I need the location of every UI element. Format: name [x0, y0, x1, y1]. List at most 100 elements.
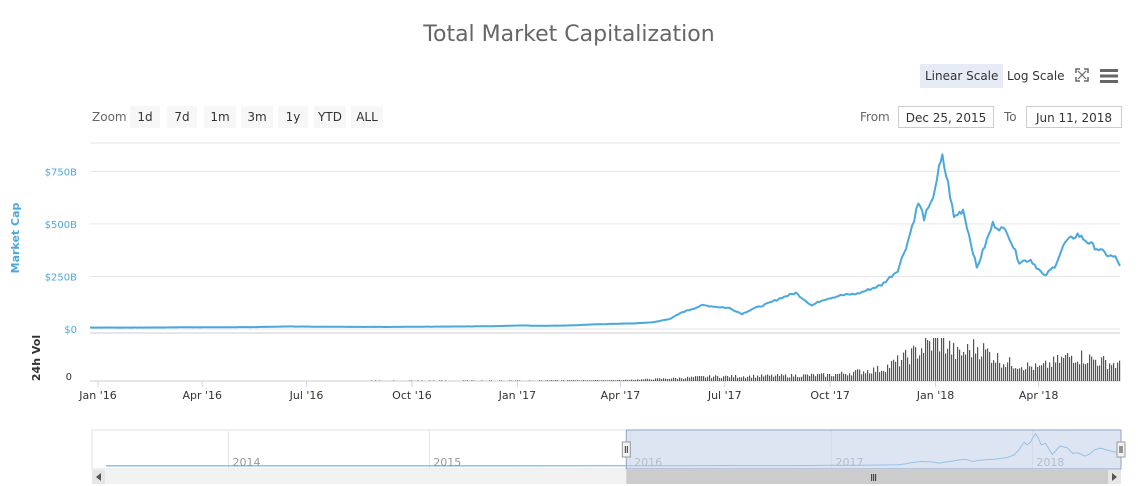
volume-bar: [1103, 355, 1105, 381]
volume-bar: [997, 353, 999, 381]
volume-bar: [879, 372, 881, 381]
volume-bar: [919, 355, 921, 381]
volume-bar: [885, 372, 887, 381]
volume-bar: [593, 380, 595, 381]
volume-bar: [1101, 357, 1103, 381]
volume-bar: [1041, 365, 1043, 381]
volume-bar: [707, 376, 709, 381]
navigator-left-handle: [621, 441, 631, 458]
zoom-1d-button[interactable]: 1d: [130, 106, 160, 128]
volume-bar: [1035, 363, 1037, 381]
volume-bar: [1005, 367, 1007, 381]
volume-bar: [947, 348, 949, 381]
volume-bar: [661, 378, 663, 381]
navigator-selection: [625, 429, 1122, 470]
volume-bar: [985, 349, 987, 381]
volume-bar: [889, 367, 891, 381]
volume-bar: [1081, 350, 1083, 381]
volume-bar: [803, 374, 805, 381]
zoom-ytd-button[interactable]: YTD: [314, 106, 346, 128]
zoom-all-button[interactable]: ALL: [351, 106, 383, 128]
volume-bar: [769, 375, 771, 381]
volume-bar: [599, 380, 601, 381]
volume-bar: [727, 376, 729, 381]
volume-bar: [633, 380, 635, 381]
volume-bar: [635, 379, 637, 381]
volume-bar: [929, 341, 931, 381]
volume-bar: [799, 377, 801, 381]
arrow-left-icon: [96, 473, 101, 481]
zoom-1y-button[interactable]: 1y: [278, 106, 308, 128]
volume-bar: [567, 380, 569, 381]
volume-bar: [1093, 359, 1095, 381]
zoom-1m-button[interactable]: 1m: [204, 106, 236, 128]
volume-bar: [921, 348, 923, 381]
volume-bar: [965, 354, 967, 381]
volume-bar: [767, 374, 769, 381]
volume-bar: [959, 349, 961, 381]
y-tick-label: $250B: [45, 272, 77, 283]
volume-bar: [1113, 363, 1115, 381]
volume-bar: [1025, 369, 1027, 381]
x-tick-label: Jan '18: [916, 389, 954, 402]
hamburger-menu-icon[interactable]: [1100, 68, 1118, 83]
from-date-input[interactable]: Dec 25, 2015: [898, 106, 994, 128]
log-scale-button[interactable]: Log Scale: [1007, 69, 1065, 83]
navigator-year-label: 2015: [433, 456, 461, 469]
linear-scale-button[interactable]: Linear Scale: [920, 64, 1004, 88]
volume-bar: [1089, 354, 1091, 381]
volume-bar: [551, 380, 553, 381]
volume-bar: [509, 380, 511, 381]
volume-bar: [931, 350, 933, 381]
volume-bar: [711, 378, 713, 381]
volume-bar: [955, 359, 957, 381]
volume-bar: [581, 380, 583, 381]
volume-bar: [759, 377, 761, 381]
volume-bar: [677, 378, 679, 381]
volume-bar: [843, 373, 845, 381]
volume-bar: [607, 380, 609, 381]
volume-bar: [601, 380, 603, 381]
volume-bar: [741, 377, 743, 381]
volume-bar: [465, 380, 467, 381]
volume-bar: [545, 380, 547, 381]
volume-bar: [695, 376, 697, 381]
volume-bar: [511, 380, 513, 381]
volume-bar: [417, 380, 419, 381]
zoom-7d-button[interactable]: 7d: [167, 106, 197, 128]
volume-bar: [797, 377, 799, 381]
volume-bar: [991, 362, 993, 381]
volume-bar: [1107, 369, 1109, 381]
volume-y-tick-label: 0: [66, 372, 72, 383]
volume-bar: [739, 377, 741, 381]
volume-bar: [789, 377, 791, 381]
volume-bar: [983, 343, 985, 381]
arrow-right-icon: [1112, 473, 1117, 481]
volume-bar: [949, 340, 951, 381]
volume-bar: [541, 380, 543, 381]
volume-bar: [775, 375, 777, 381]
to-label: To: [1004, 110, 1017, 124]
volume-bar: [807, 374, 809, 381]
volume-bar: [835, 374, 837, 381]
volume-bar: [849, 373, 851, 381]
volume-bar: [673, 377, 675, 381]
from-label: From: [860, 110, 890, 124]
volume-bar: [371, 380, 373, 381]
volume-bar: [765, 375, 767, 381]
volume-bar: [611, 380, 613, 381]
volume-bar: [713, 376, 715, 381]
volume-bar: [1001, 367, 1003, 381]
zoom-3m-button[interactable]: 3m: [241, 106, 273, 128]
volume-bar: [813, 374, 815, 381]
volume-bar: [473, 380, 475, 381]
volume-bar: [721, 378, 723, 381]
volume-bar: [845, 373, 847, 381]
volume-bar: [871, 373, 873, 381]
fullscreen-icon[interactable]: [1074, 67, 1090, 83]
to-date-input[interactable]: Jun 11, 2018: [1026, 106, 1122, 128]
volume-bar: [619, 379, 621, 381]
volume-bar: [623, 379, 625, 381]
volume-bar: [647, 378, 649, 381]
